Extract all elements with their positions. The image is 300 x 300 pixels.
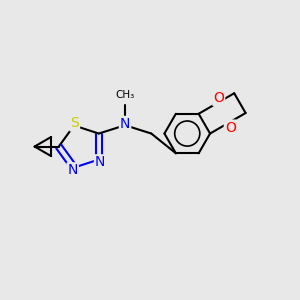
Text: O: O xyxy=(213,91,224,105)
Text: N: N xyxy=(95,155,105,169)
Text: O: O xyxy=(225,121,236,134)
Text: CH₃: CH₃ xyxy=(116,90,135,100)
Text: N: N xyxy=(120,117,130,131)
Text: S: S xyxy=(70,116,79,130)
Text: N: N xyxy=(68,163,78,177)
